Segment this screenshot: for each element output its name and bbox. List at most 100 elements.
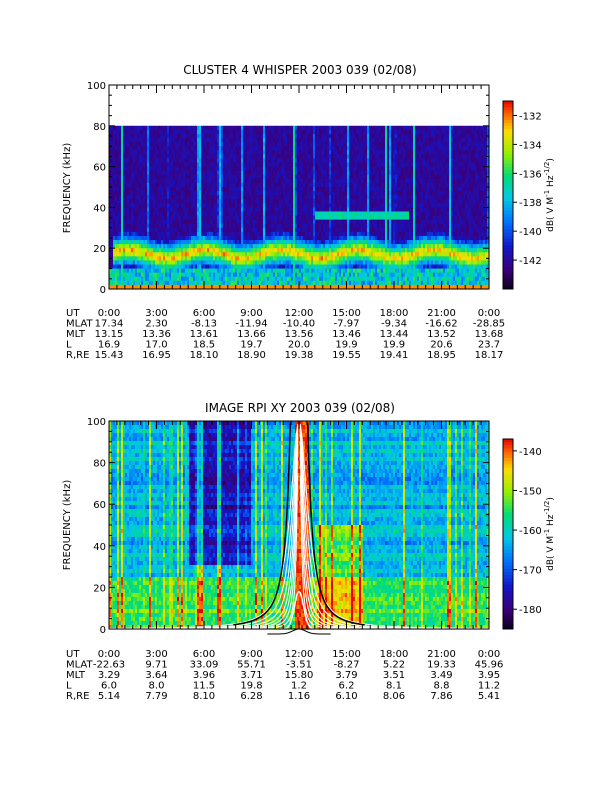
spectrogram-cell	[461, 138, 464, 143]
spectrogram-cell	[333, 138, 336, 143]
spectrogram-cell	[277, 146, 280, 151]
spectrogram-cell	[397, 129, 400, 135]
spectrogram-cell	[115, 129, 118, 135]
spectrogram-cell	[135, 125, 138, 131]
spectrogram-cell	[143, 150, 146, 155]
spectrogram-cell	[221, 154, 224, 160]
spectrogram-cell	[143, 125, 146, 131]
spectrogram-cell	[299, 146, 302, 151]
spectrogram-cell	[215, 154, 218, 160]
spectrogram-cell	[397, 125, 400, 131]
spectrogram-cell	[445, 138, 448, 143]
spectrogram-cell	[243, 125, 246, 131]
spectrogram-cell	[165, 142, 168, 147]
spectrogram-cell	[177, 154, 180, 160]
spectrogram-cell	[269, 154, 272, 160]
spectrogram-cell	[255, 146, 258, 151]
spectrogram-cell	[235, 146, 238, 151]
spectrogram-cell	[419, 142, 422, 147]
spectrogram-cell	[285, 129, 288, 135]
spectrogram-cell	[193, 142, 196, 147]
spectrogram-cell	[425, 146, 428, 151]
spectrogram-cell	[339, 125, 342, 131]
spectrogram-cell	[317, 138, 320, 143]
spectrogram-cell	[485, 146, 488, 151]
spectrogram-cell	[237, 125, 240, 131]
spectrogram-cell	[339, 146, 342, 151]
spectrogram-cell	[325, 142, 328, 147]
spectrogram-cell	[203, 154, 206, 160]
spectrogram-cell	[123, 146, 126, 151]
spectrogram-cell	[459, 146, 462, 151]
spectrogram-cell	[247, 129, 250, 135]
spectrogram-cell	[475, 154, 478, 160]
spectrogram-cell	[463, 146, 466, 151]
spectrogram-cell	[175, 150, 178, 155]
spectrogram-cell	[363, 146, 366, 151]
spectrogram-cell	[191, 142, 194, 147]
spectrogram-cell	[281, 138, 284, 143]
spectrogram-cell	[123, 142, 126, 147]
spectrogram-cell	[109, 138, 112, 143]
spectrogram-cell	[353, 150, 356, 155]
spectrogram-cell	[261, 154, 264, 160]
spectrogram-cell	[477, 142, 480, 147]
spectrogram-cell	[405, 146, 408, 151]
spectrogram-cell	[203, 133, 206, 139]
spectrogram-cell	[345, 142, 348, 147]
spectrogram-cell	[479, 150, 482, 155]
spectrogram-cell	[303, 129, 306, 135]
spectrogram-cell	[261, 142, 264, 147]
spectrogram-cell	[319, 138, 322, 143]
spectrogram-cell	[163, 146, 166, 151]
spectrogram-cell	[373, 142, 376, 147]
spectrogram-cell	[437, 142, 440, 147]
spectrogram-cell	[317, 133, 320, 139]
spectrogram-cell	[395, 129, 398, 135]
spectrogram-cell	[113, 146, 116, 151]
spectrogram-cell	[417, 129, 420, 135]
spectrogram-cell	[427, 133, 430, 139]
spectrogram-cell	[265, 146, 268, 151]
spectrogram-cell	[381, 150, 384, 155]
spectrogram-cell	[149, 154, 152, 160]
spectrogram-cell	[469, 146, 472, 151]
spectrogram-cell	[121, 146, 124, 151]
spectrogram-cell	[245, 154, 248, 160]
spectrogram-cell	[253, 146, 256, 151]
spectrogram-cell	[465, 138, 468, 143]
spectrogram-cell	[353, 154, 356, 160]
spectrogram-cell	[245, 150, 248, 155]
spectrogram-cell	[251, 125, 254, 131]
spectrogram-cell	[243, 129, 246, 135]
spectrogram-cell	[129, 133, 132, 139]
spectrogram-cell	[121, 150, 124, 155]
spectrogram-cell	[463, 133, 466, 139]
spectrogram-cell	[203, 125, 206, 131]
spectrogram-cell	[317, 142, 320, 147]
spectrogram-cell	[305, 133, 308, 139]
spectrogram-cell	[293, 146, 296, 151]
spectrogram-cell	[207, 138, 210, 143]
spectrogram-cell	[147, 125, 150, 131]
spectrogram-cell	[153, 150, 156, 155]
spectrogram-cell	[273, 150, 276, 155]
spectrogram-cell	[269, 133, 272, 139]
spectrogram-cell	[391, 125, 394, 131]
spectrogram-cell	[357, 125, 360, 131]
spectrogram-cell	[155, 129, 158, 135]
spectrogram-cell	[475, 138, 478, 143]
spectrogram-cell	[393, 154, 396, 160]
spectrogram-cell	[381, 133, 384, 139]
spectrogram-cell	[223, 150, 226, 155]
spectrogram-cell	[331, 142, 334, 147]
spectrogram-cell	[225, 125, 228, 131]
spectrogram-cell	[297, 138, 300, 143]
spectrogram-cell	[439, 129, 442, 135]
spectrogram-cell	[163, 154, 166, 160]
spectrogram-cell	[433, 142, 436, 147]
spectrogram-cell	[487, 138, 490, 143]
spectrogram-cell	[237, 133, 240, 139]
spectrogram-cell	[211, 138, 214, 143]
spectrogram-cell	[193, 150, 196, 155]
